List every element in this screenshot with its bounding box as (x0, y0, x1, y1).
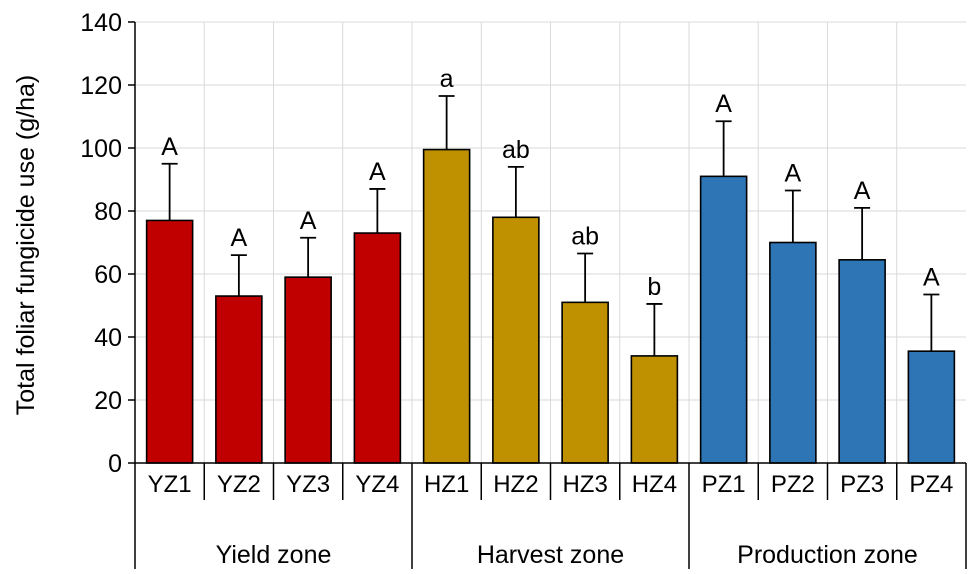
x-tick-label: YZ1 (148, 471, 192, 498)
axes: 0 20 40 60 80 100 120 140 YZ1 YZ2 YZ3 YZ4 HZ1 HZ2 HZ3 H… (80, 9, 967, 569)
group-label: Yield zone (216, 541, 332, 569)
bar-pz4 (907, 350, 956, 464)
y-tick-label: 100 (80, 135, 122, 163)
x-tick-label: HZ3 (562, 471, 607, 498)
bar-pz1 (699, 175, 748, 464)
x-tick-label: YZ3 (286, 471, 330, 498)
significance-letter: A (715, 90, 732, 118)
x-tick-label: PZ4 (909, 471, 953, 498)
x-tick-label: YZ4 (355, 471, 399, 498)
significance-letter: A (161, 133, 178, 161)
y-tick-label: 20 (94, 387, 122, 415)
y-tick-label: 140 (80, 9, 122, 37)
x-tick-label: PZ1 (702, 471, 746, 498)
x-tick-label: PZ2 (771, 471, 815, 498)
bar-yz4 (353, 232, 402, 464)
x-tick-label: PZ3 (840, 471, 884, 498)
bar-yz2 (215, 295, 263, 464)
bar-hz4 (630, 355, 679, 464)
significance-letter: ab (571, 223, 599, 251)
y-tick-label: 0 (108, 450, 122, 478)
y-tick-label: 60 (94, 261, 122, 289)
significance-letter: A (923, 263, 940, 291)
significance-letter: A (300, 207, 317, 235)
bar-hz1 (422, 148, 471, 464)
bar-pz2 (769, 241, 817, 464)
x-tick-label: HZ4 (632, 471, 677, 498)
group-label: Production zone (737, 541, 918, 569)
significance-letter: ab (502, 136, 530, 164)
y-axis-label: Total foliar fungicide use (g/ha) (12, 75, 40, 415)
y-tick-label: 40 (94, 324, 122, 352)
x-tick-label: YZ2 (217, 471, 261, 498)
significance-letter: A (854, 177, 871, 205)
y-tick-label: 80 (94, 198, 122, 226)
y-tick-label: 120 (80, 72, 122, 100)
significance-letter: b (647, 273, 661, 301)
bar-pz3 (838, 259, 886, 464)
significance-letter: A (369, 158, 386, 186)
group-label: Harvest zone (477, 541, 624, 569)
bar-yz1 (145, 219, 194, 464)
bar-yz3 (284, 276, 332, 464)
significance-letter: A (231, 224, 248, 252)
gridlines (135, 21, 966, 463)
bars: A A A Aa ab ab b A A A A (145, 65, 956, 464)
x-tick-label: HZ2 (493, 471, 538, 498)
bar-hz2 (492, 216, 540, 464)
bar-hz3 (561, 301, 609, 464)
significance-letter: A (785, 160, 802, 188)
significance-letter: a (440, 65, 454, 93)
x-tick-label: HZ1 (424, 471, 469, 498)
